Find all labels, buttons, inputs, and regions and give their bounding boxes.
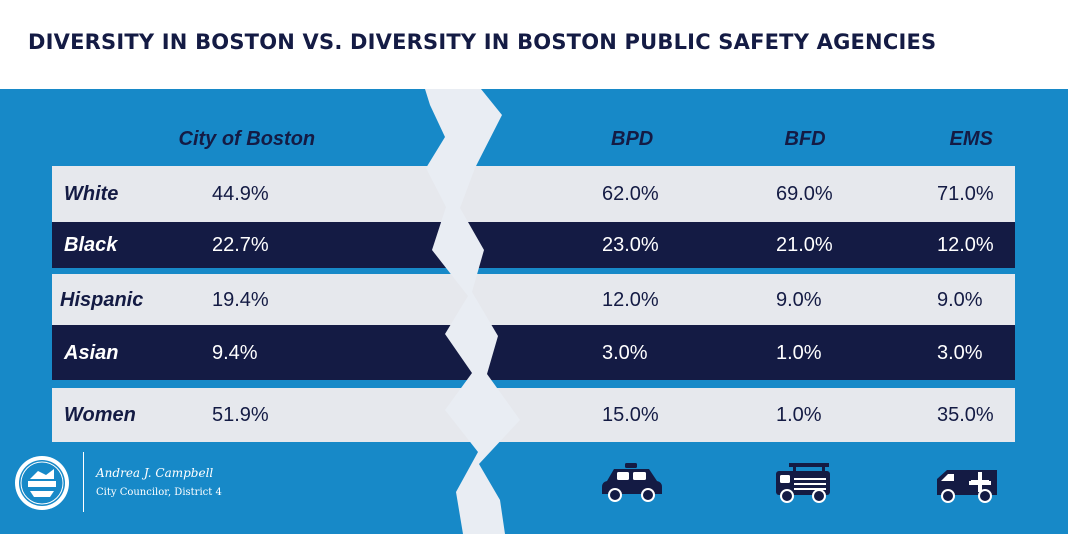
value-cell: 1.0% [776, 341, 822, 364]
table-row [52, 388, 1015, 442]
value-cell: 35.0% [937, 404, 994, 426]
value-cell: 1.0% [776, 404, 822, 426]
row-label: White [64, 183, 119, 205]
police-car-icon [602, 463, 662, 502]
row-label: Women [64, 404, 136, 426]
value-cell: 69.0% [776, 183, 833, 205]
row-label: Black [64, 234, 118, 256]
value-cell: 23.0% [602, 234, 659, 256]
column-header: BFD [784, 128, 826, 150]
table-row [52, 166, 1015, 222]
signature-name: Andrea J. Campbell [96, 466, 214, 480]
value-cell: 15.0% [602, 404, 659, 426]
value-cell: 9.0% [776, 288, 822, 311]
value-cell: 44.9% [212, 183, 269, 205]
row-label: Hispanic [60, 288, 144, 311]
value-cell: 9.0% [937, 288, 983, 311]
value-cell: 3.0% [602, 341, 648, 364]
signature-role: City Councilor, District 4 [96, 487, 222, 498]
fire-truck-icon [776, 463, 830, 503]
city-of-boston-seal-icon [15, 456, 69, 510]
value-cell: 19.4% [212, 288, 269, 311]
value-cell: 9.4% [212, 341, 258, 364]
value-cell: 22.7% [212, 234, 269, 256]
value-cell: 21.0% [776, 234, 833, 256]
table-row [52, 325, 1015, 380]
value-cell: 71.0% [937, 183, 994, 205]
footer-divider [83, 452, 84, 512]
column-header: EMS [949, 128, 993, 150]
table-row [52, 274, 1015, 325]
column-header: City of Boston [178, 128, 316, 150]
value-cell: 51.9% [212, 404, 269, 426]
value-cell: 3.0% [937, 341, 983, 364]
value-cell: 12.0% [937, 234, 994, 256]
value-cell: 62.0% [602, 183, 659, 205]
column-header: BPD [611, 128, 654, 150]
ambulance-icon [937, 470, 997, 503]
value-cell: 12.0% [602, 288, 659, 311]
chart-title: DIVERSITY IN BOSTON VS. DIVERSITY IN BOS… [28, 30, 937, 54]
table-row [52, 222, 1015, 268]
row-label: Asian [64, 341, 119, 364]
